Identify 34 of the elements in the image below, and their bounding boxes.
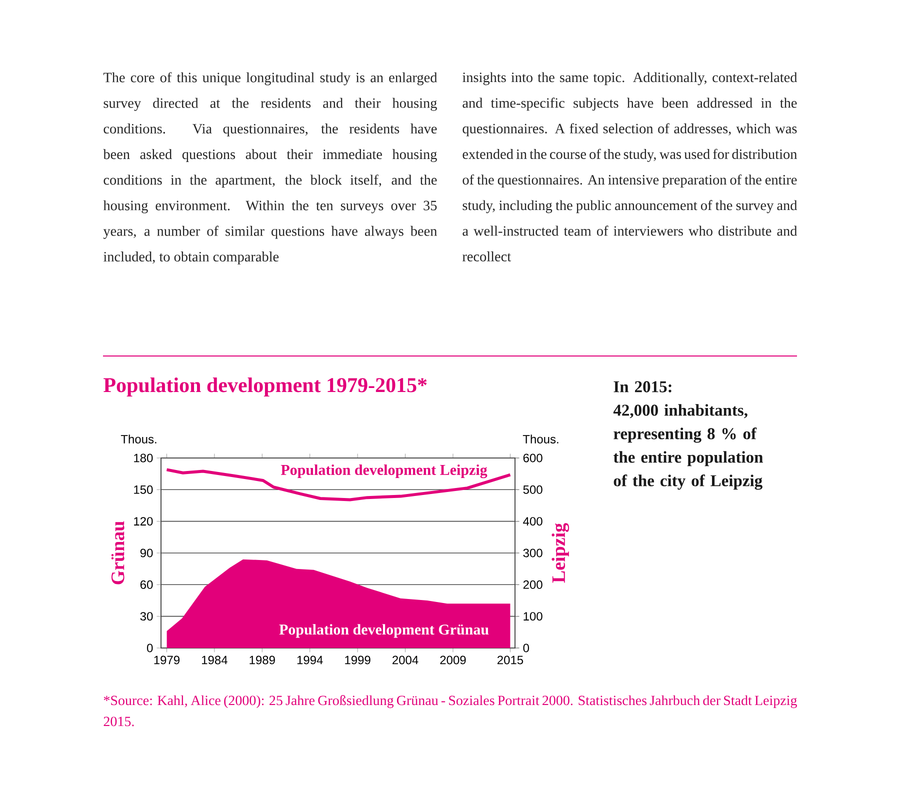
- x-tick-label: 2015: [497, 656, 524, 664]
- y2-tick-label: 0: [523, 644, 530, 652]
- x-tick-label: 1984: [202, 656, 228, 664]
- y-tick-label: 0: [147, 644, 153, 652]
- y-tick-label: 30: [140, 612, 153, 621]
- y-tick-label: 120: [134, 517, 153, 526]
- text: Thous.: [120, 434, 156, 444]
- text: 42,000 inhabitants, representing 8 % of the entire population of the city of Leipzig: [613, 404, 763, 490]
- x-tick-label: 2009: [440, 656, 466, 664]
- chart-title: Population development 1979-2015*: [104, 377, 427, 397]
- text: The core of this unique longitudinal study is an enlarged survey directed at the residents and their housing conditions. Via questionnaires, the residents have been asked questions about their immediate housing conditions in the apartment, the block itself, and the housing environment. Within the ten surveys over 35 years, a number of similar questions have always been included, to obtain comparable: [103, 72, 438, 264]
- y2-tick-label: 400: [523, 517, 542, 526]
- y2-tick-label: 300: [523, 548, 542, 558]
- y2-tick-label: 200: [523, 580, 542, 589]
- text: *Source: Kahl, Alice (2000): 25 Jahre Großsiedlung Grünau - Soziales Portrait 2000. Statistisches Jahrbuch der Stadt Leipzig 2015.: [104, 695, 797, 726]
- y2-axis-title: Leipzig: [552, 523, 570, 583]
- x-tick-label: 1979: [154, 656, 180, 664]
- y-tick-label: 150: [134, 485, 153, 494]
- y2-tick-label: 600: [523, 454, 542, 462]
- series-label: Population development Grünau: [279, 624, 489, 638]
- text: In 2015:: [614, 381, 672, 392]
- x-tick-label: 1994: [297, 656, 323, 664]
- x-tick-label: 2004: [392, 656, 418, 664]
- y-tick-label: 180: [134, 454, 153, 462]
- x-tick-label: 1999: [345, 656, 370, 664]
- series-label: Population development Leipzig: [280, 464, 488, 478]
- text: Thous.: [522, 434, 558, 444]
- y2-tick-label: 500: [523, 485, 542, 494]
- x-tick-label: 1989: [250, 656, 275, 664]
- y-tick-label: 60: [140, 580, 153, 589]
- y-axis-title: Grünau: [111, 521, 124, 584]
- y2-tick-label: 100: [524, 612, 542, 621]
- text: insights into the same topic. Additionally, context-related and time-specific subjects have been addressed in the questionnaires. A fixed selection of addresses, which was extended in the course of the study, was used for distribution of the questionnaires. An intensive preparation of the entire study, including the public announcement of the survey and a well-instructed team of interviewers who distribute and recollect: [462, 72, 798, 262]
- y-tick-label: 90: [140, 548, 153, 558]
